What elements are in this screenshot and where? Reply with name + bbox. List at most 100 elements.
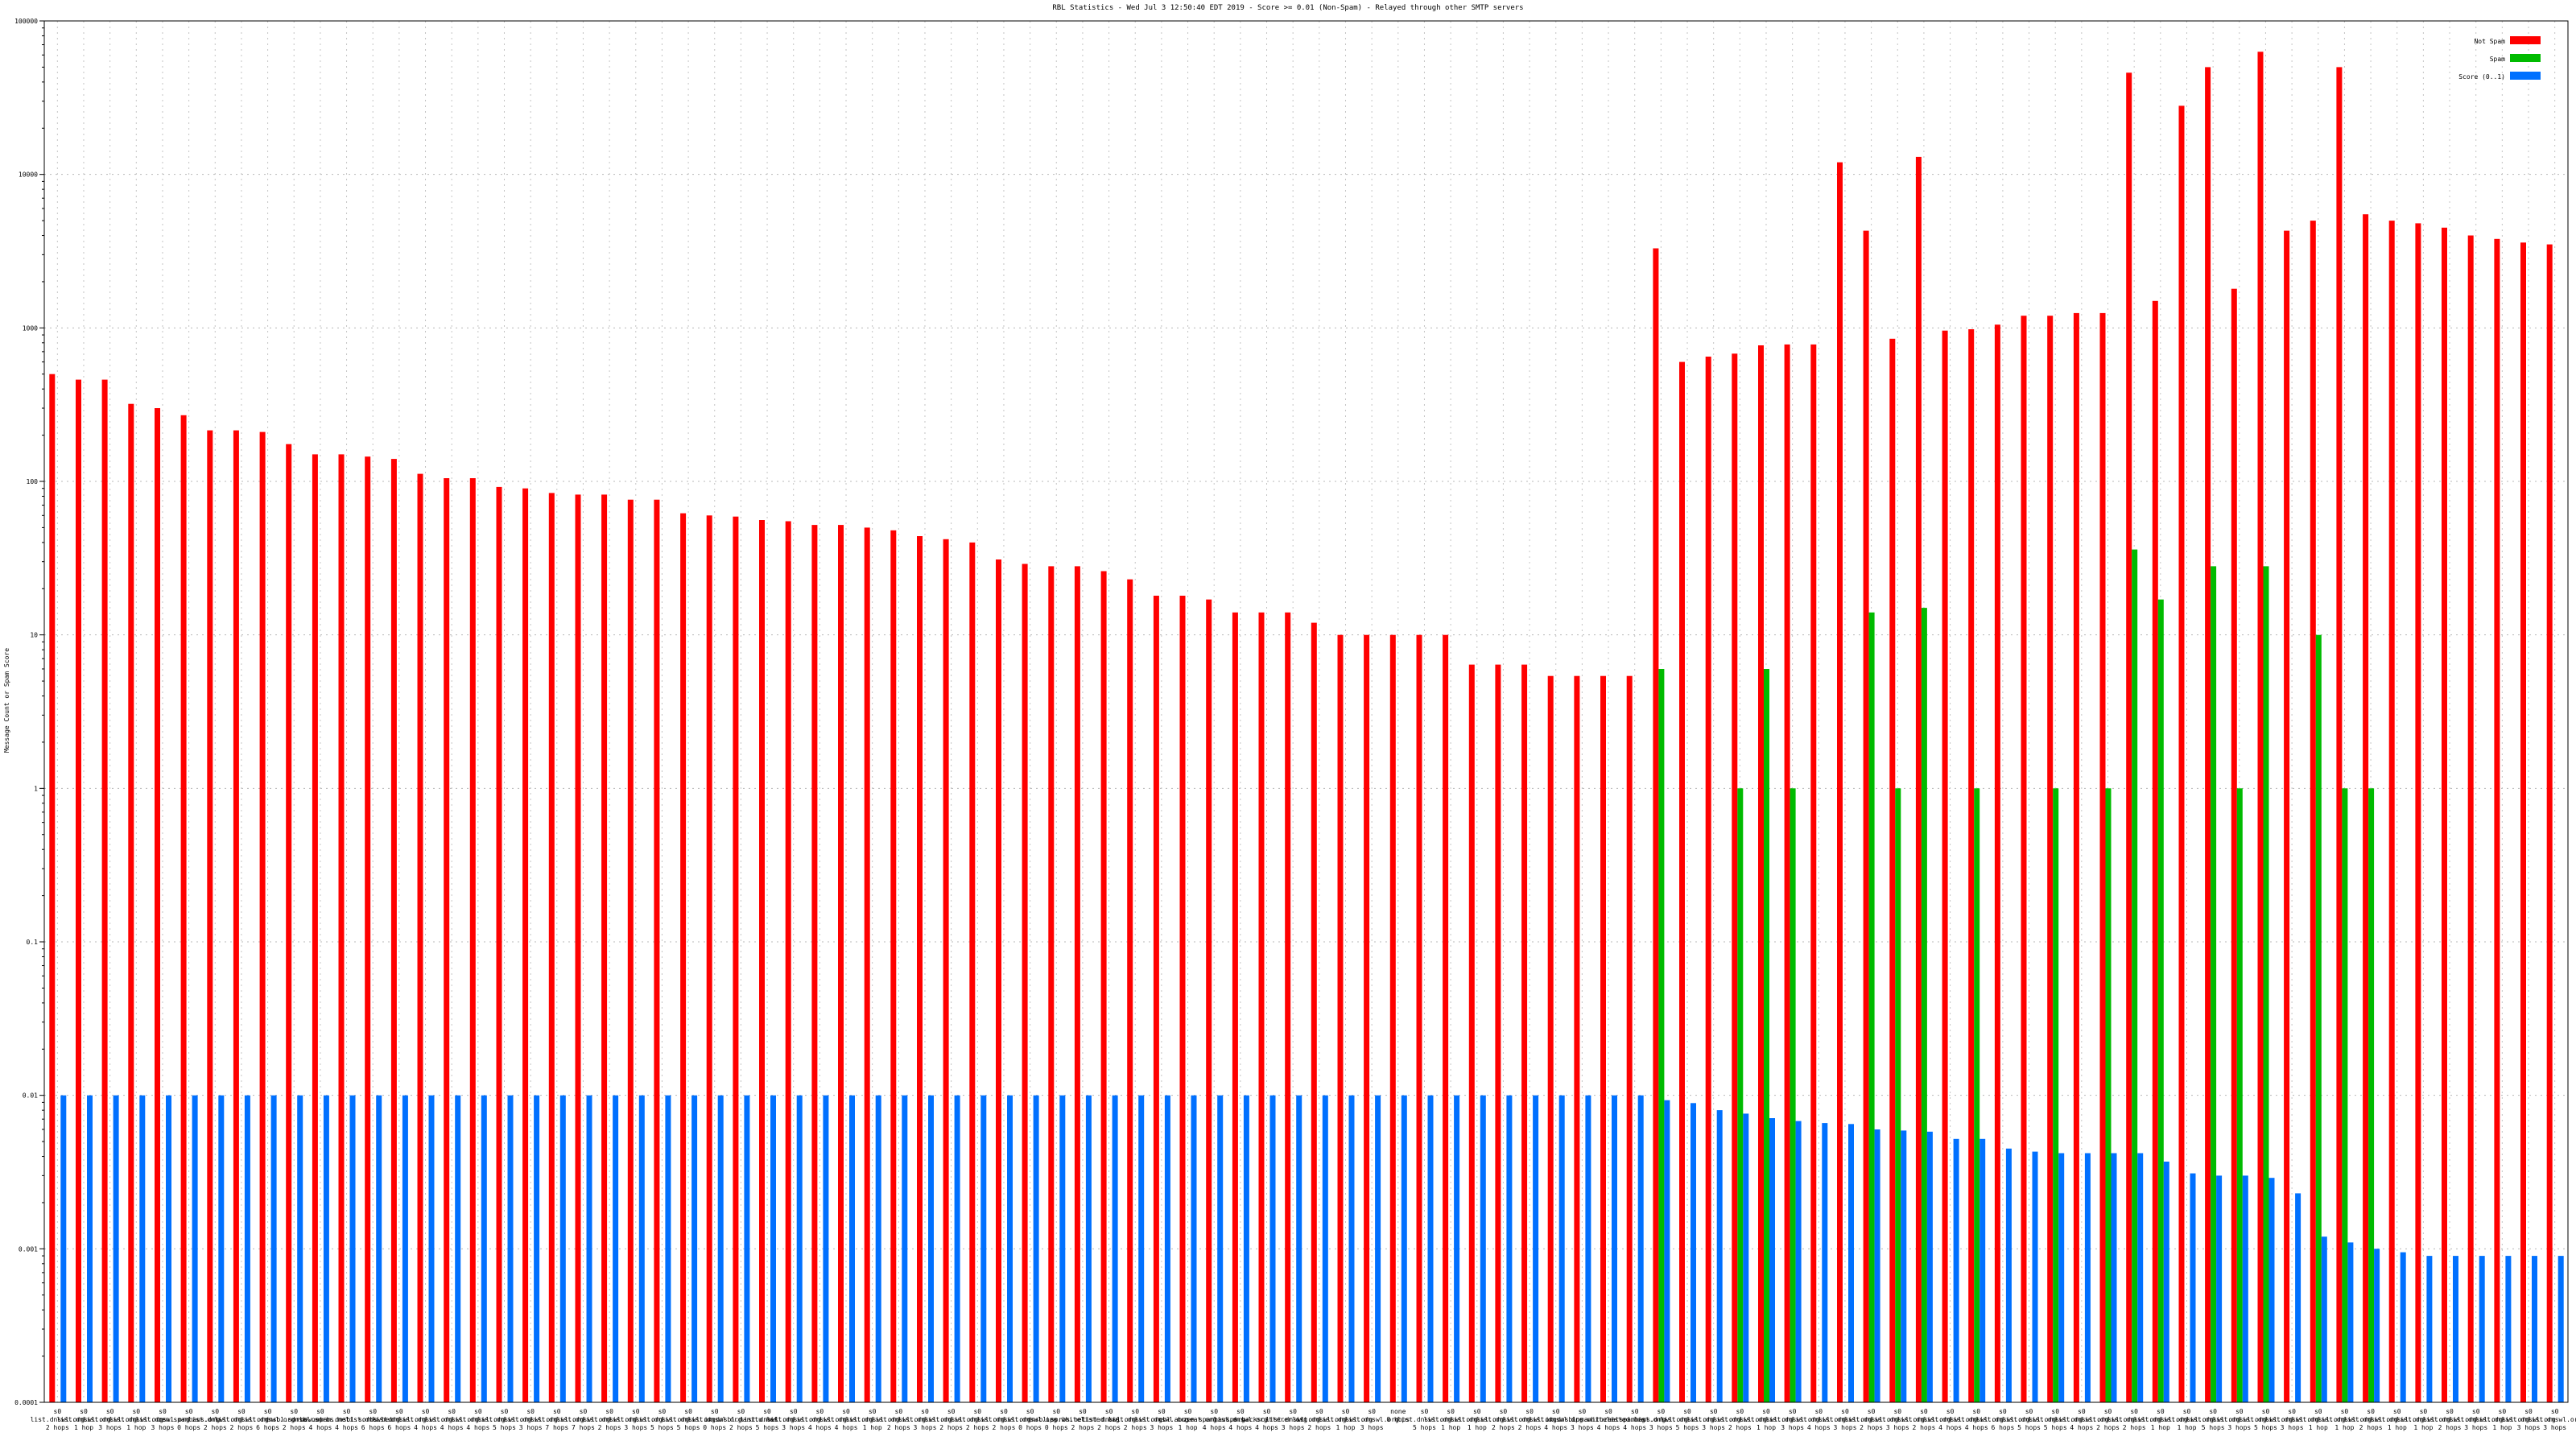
bar [1868,612,1875,1402]
bar [1232,612,1238,1402]
bar [2132,549,2138,1402]
bar [1533,1095,1539,1402]
bar [1375,1095,1381,1402]
x-category-label: s0 list.dnswl.org 1 hop [1739,1408,1794,1431]
bar [1979,1138,1986,1402]
bar [1401,1095,1407,1402]
x-category-label: s0 list.dnswl.org 5 hops [2239,1408,2293,1431]
bar [1637,1095,1644,1402]
x-category-label: s0 list.dnswl.org 2 hops [1476,1408,1531,1431]
x-category-label: s0 list.dnswl.org 2 hops [951,1408,1005,1431]
bar [60,1095,67,1402]
bar [428,1095,435,1402]
bar [180,415,187,1402]
bar [2257,52,2264,1402]
bar [586,1095,592,1402]
y-tick-label: 10 [30,632,38,639]
x-category-label: s0 dnsbl.sorbs.net 2 hops [265,1408,323,1431]
bar [2211,566,2217,1402]
bar [365,456,371,1403]
bar [2105,788,2112,1402]
bar [1679,361,1685,1403]
plot-frame [43,20,2569,1403]
bar [1389,634,1396,1402]
bar [1837,162,1843,1403]
bar [1953,1138,1959,1402]
x-category-label: s0 list.dnswl.org 5 hops [2028,1408,2083,1431]
bar [691,1095,698,1402]
bar [1127,579,1133,1402]
bar [1138,1095,1145,1402]
y-tick-label: 100 [27,478,39,485]
x-category-label: s0 ips.whitelisted.org 4 hops [1571,1408,1645,1431]
x-category-label: s0 list.dnswl.org 1 hop [1450,1408,1505,1431]
bar [1416,634,1422,1402]
bar [233,430,239,1402]
y-tick-label: 0.0001 [14,1399,38,1406]
bar [1810,344,1817,1402]
bar [638,1095,645,1402]
bar [2032,1151,2038,1402]
x-category-label: s0 zen.spamhaus.org 4 hops [1183,1408,1245,1431]
y-tick-label: 0.01 [23,1092,38,1100]
bar [1915,156,1922,1402]
bar [2152,300,2158,1402]
bar [823,1095,829,1402]
bar [323,1095,329,1402]
x-category-label: s0 list.dnswl.org 4 hops [1923,1408,1978,1431]
bar [1443,634,1449,1402]
x-category-label: s0 list.dnswl.org 6 hops [241,1408,295,1431]
bar [770,1095,776,1402]
bar [2216,1175,2223,1402]
bar [2336,67,2343,1402]
x-category-label: s0 list.dnswl.org 2 hops [1292,1408,1347,1431]
bar [2505,1256,2512,1402]
legend-label: Score (0..1) [2458,73,2505,80]
bar [1743,1113,1749,1402]
bar [1863,230,1869,1403]
bar [665,1095,671,1402]
x-category-label: s0 dnsbl.sorbs.net 0 hops [1027,1408,1085,1431]
bar [1974,788,1980,1402]
x-category-label: s0 list.dnswl.org 4 hops [398,1408,453,1431]
x-category-label: s0 dnsbl.sorbs.net 4 hops [291,1408,349,1431]
x-category-label: s0 list.dnswl.org 2 hops [1713,1408,1768,1431]
bar [2374,1249,2380,1402]
bar [744,1095,750,1402]
y-axis-label: Message Count or Spam Score [3,648,10,753]
bar [1243,1095,1249,1402]
bar [2368,788,2375,1402]
y-tick-label: 0.1 [27,939,39,946]
bar [1085,1095,1092,1402]
x-category-label: s0 ix.dnsbl.manitu.net 2 hops [704,1408,778,1431]
x-category-label: s0 list.dnswl.org 4 hops [1529,1408,1583,1431]
bar [1322,1095,1328,1402]
bar [1716,1110,1723,1402]
x-category-label: s0 list.dnswl.org 0 hops [1003,1408,1058,1431]
y-tick-label: 0.001 [19,1245,38,1253]
x-category-label: s0 ix.dnsbl.manitu.net 3 hops [1546,1408,1620,1431]
bar [2532,1256,2537,1402]
bar [2426,1256,2433,1402]
x-category-label: s0 list.dnswl.org 2 hops [2422,1408,2477,1431]
bar [312,454,318,1402]
bar [1822,1123,1828,1402]
x-category-label: s0 list.dnswl.org 2 hops [214,1408,269,1431]
bar [1612,1095,1617,1402]
bar [548,493,555,1402]
bar [2347,1242,2354,1402]
x-category-label: s0 list.dnswl.org 2 hops [582,1408,637,1431]
bar [1895,788,1901,1402]
bar [1690,1103,1696,1402]
bar [1585,1095,1591,1402]
bar [1364,634,1370,1402]
bar [2190,1173,2196,1402]
